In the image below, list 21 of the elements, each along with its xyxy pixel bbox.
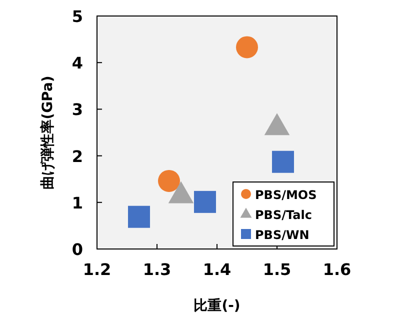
y-tick-label: 3 bbox=[72, 100, 83, 120]
x-tick-label: 1.4 bbox=[202, 260, 232, 279]
x-tick-label: 1.6 bbox=[322, 260, 352, 279]
y-axis-title: 曲げ弾性率(GPa) bbox=[39, 76, 56, 190]
y-tick-label: 1 bbox=[72, 193, 83, 212]
x-tick-label: 1.2 bbox=[82, 260, 112, 279]
point bbox=[158, 170, 180, 192]
legend-label: PBS/Talc bbox=[255, 208, 312, 222]
point bbox=[272, 150, 294, 173]
legend-label: PBS/MOS bbox=[255, 188, 317, 202]
x-axis-title: 比重(-) bbox=[194, 298, 240, 314]
point bbox=[194, 190, 216, 213]
legend-label: PBS/WN bbox=[255, 228, 310, 242]
x-tick-label: 1.5 bbox=[262, 260, 292, 279]
y-tick-label: 5 bbox=[72, 7, 83, 26]
point bbox=[128, 206, 150, 228]
y-tick-label: 0 bbox=[72, 240, 83, 259]
y-tick-label: 2 bbox=[72, 146, 83, 166]
y-tick-label: 4 bbox=[72, 54, 83, 73]
point bbox=[236, 36, 258, 58]
x-tick-label: 1.3 bbox=[142, 260, 172, 279]
